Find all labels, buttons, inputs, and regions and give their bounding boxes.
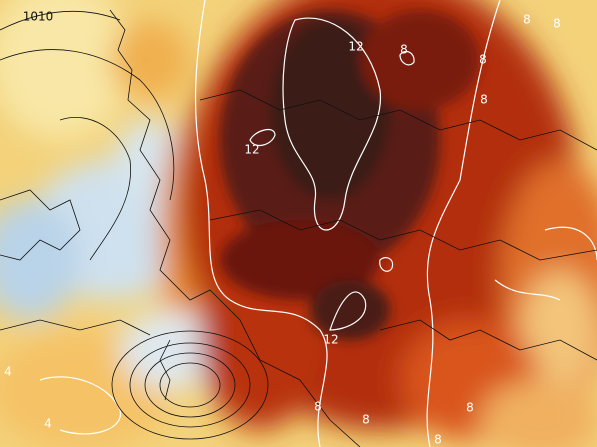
isobar-label: 1010 <box>23 10 54 24</box>
contour-label: 8 <box>400 43 408 57</box>
contour-label: 8 <box>466 401 474 415</box>
contour-label: 8 <box>553 17 561 31</box>
contour-label: 8 <box>314 400 322 414</box>
contour-label: 8 <box>523 13 531 27</box>
contour-label: 12 <box>348 40 363 54</box>
contour-label: 12 <box>244 143 259 157</box>
contour-label: 12 <box>323 333 338 347</box>
temperature-contours <box>39 0 597 447</box>
contour-label: 4 <box>4 365 12 379</box>
contour-label: 8 <box>362 413 370 427</box>
contour-label: 8 <box>479 53 487 67</box>
contour-label: 4 <box>44 417 52 431</box>
isobars-and-coastlines <box>0 9 597 447</box>
contour-label: 8 <box>434 433 442 447</box>
contour-label: 8 <box>480 93 488 107</box>
